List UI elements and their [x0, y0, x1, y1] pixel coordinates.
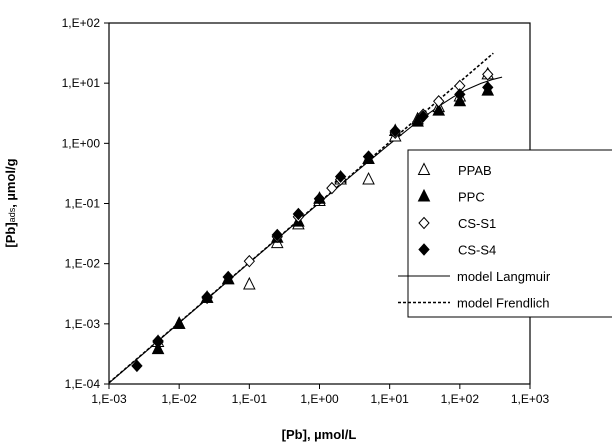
point-cs-s4	[222, 270, 234, 284]
point-cs-s1	[326, 181, 338, 195]
legend-symbol-ppab	[417, 162, 431, 175]
x-axis-title: [Pb], µmol/L	[282, 427, 357, 442]
x-tick-label: 1,E-03	[91, 392, 127, 406]
point-cs-s4	[417, 110, 429, 123]
point-cs-s1	[482, 68, 494, 81]
y-tick-label: 1,E-02	[65, 257, 101, 271]
legend-label-cs-s1: CS-S1	[458, 216, 496, 231]
legend-label-model-frendlich: model Frendlich	[457, 296, 550, 311]
point-ppc	[411, 113, 424, 127]
y-tick-label: 1,E-04	[65, 377, 101, 391]
point-cs-s4	[362, 150, 375, 163]
point-cs-s1	[243, 254, 256, 268]
y-tick-label: 1,E-01	[65, 197, 101, 211]
x-tick-label: 1,E+03	[511, 392, 550, 406]
y-axis-title: [Pb]ads, µmol/g	[3, 158, 18, 247]
point-cs-s4	[313, 192, 326, 205]
legend-symbol-cs-s1	[418, 216, 430, 230]
legend-entries: PPAB PPC CS-S1 CS-S4 model Langmuir model Fre…	[398, 162, 551, 311]
y-tick-label: 1,E+01	[62, 76, 101, 90]
point-cs-s1	[433, 95, 445, 108]
x-axis-ticks: 1,E-03 1,E-02 1,E-01 1,E+00 1,E+01 1,E+02 1,E+…	[91, 384, 550, 406]
point-ppab	[362, 171, 375, 185]
legend: PPAB PPC CS-S1 CS-S4 model Langmuir model Fre…	[398, 149, 612, 318]
x-tick-label: 1,E+00	[300, 392, 339, 406]
point-cs-s4	[201, 290, 213, 304]
point-cs-s4	[271, 228, 283, 242]
x-tick-label: 1,E+02	[441, 392, 480, 406]
legend-label-model-langmuir: model Langmuir	[457, 269, 551, 284]
point-ppc	[432, 102, 446, 116]
legend-label-ppc: PPC	[458, 190, 485, 205]
point-cs-s4	[152, 334, 164, 348]
legend-box	[407, 149, 612, 318]
legend-symbol-ppc	[417, 188, 431, 202]
point-cs-s4	[334, 170, 347, 183]
x-tick-label: 1,E+01	[370, 392, 409, 406]
y-axis-ticks: 1,E-04 1,E-03 1,E-02 1,E-01 1,E+00 1,E+01 1,E+…	[62, 16, 109, 391]
legend-label-cs-s4: CS-S4	[458, 243, 496, 258]
point-cs-s4	[292, 207, 305, 221]
legend-symbol-cs-s4	[418, 243, 430, 256]
point-cs-s4	[131, 359, 143, 373]
x-tick-label: 1,E-01	[232, 392, 268, 406]
point-ppc	[172, 316, 186, 329]
point-cs-s4	[454, 88, 466, 101]
point-cs-s4	[389, 124, 401, 138]
legend-label-ppab: PPAB	[458, 163, 492, 178]
y-tick-label: 1,E-03	[65, 317, 101, 331]
y-tick-label: 1,E+02	[62, 16, 101, 30]
data-markers	[131, 66, 495, 373]
point-cs-s4	[482, 81, 494, 94]
x-tick-label: 1,E-02	[161, 392, 197, 406]
y-tick-label: 1,E+00	[62, 136, 101, 150]
point-ppab	[243, 276, 256, 290]
